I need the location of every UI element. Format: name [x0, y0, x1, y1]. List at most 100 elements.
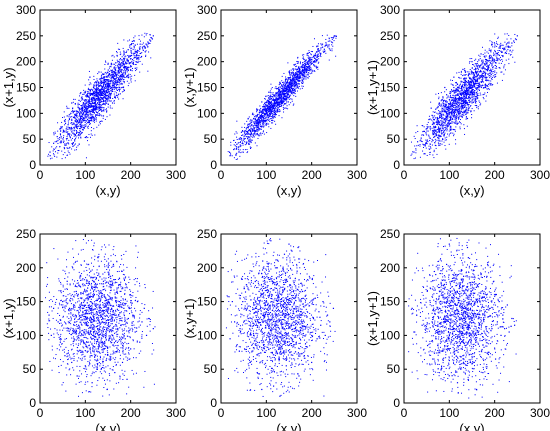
scatter-point — [260, 110, 262, 112]
scatter-point — [430, 119, 432, 121]
scatter-point — [455, 89, 457, 91]
scatter-point — [246, 120, 248, 122]
scatter-point — [94, 108, 96, 110]
scatter-point — [279, 92, 281, 94]
scatter-point — [299, 63, 301, 65]
scatter-point — [88, 101, 90, 103]
scatter-point — [277, 101, 279, 103]
scatter-point — [461, 102, 463, 104]
scatter-point — [279, 82, 281, 84]
scatter-point — [102, 89, 104, 91]
scatter-point — [444, 124, 446, 126]
scatter-point — [256, 128, 258, 130]
scatter-point — [79, 111, 81, 113]
scatter-point — [262, 130, 264, 132]
scatter-point — [269, 90, 271, 92]
scatter-point — [99, 78, 101, 80]
scatter-point — [472, 78, 474, 80]
scatter-point — [63, 140, 65, 142]
scatter-point — [481, 71, 483, 73]
scatter-point — [312, 45, 314, 47]
scatter-point — [115, 92, 117, 94]
scatter-point — [249, 146, 251, 148]
scatter-point — [309, 66, 311, 68]
scatter-point — [439, 114, 441, 116]
scatter-point — [85, 113, 87, 115]
scatter-point — [489, 56, 491, 59]
scatter-point — [111, 74, 113, 76]
scatter-point — [278, 103, 280, 105]
scatter-point — [437, 137, 439, 139]
scatter-point — [304, 69, 306, 71]
scatter-point — [133, 39, 135, 41]
scatter-point — [71, 124, 73, 126]
scatter-point — [447, 118, 449, 120]
scatter-point — [307, 62, 309, 64]
scatter-point — [75, 121, 77, 123]
scatter-point — [308, 59, 310, 61]
scatter-point — [99, 95, 101, 97]
scatter-point — [115, 87, 117, 89]
scatter-point — [86, 99, 88, 101]
scatter-point — [283, 100, 285, 102]
scatter-point — [491, 60, 493, 62]
scatter-point — [246, 132, 248, 134]
scatter-point — [303, 58, 305, 60]
scatter-point — [285, 86, 287, 88]
scatter-point — [92, 116, 94, 118]
scatter-point — [310, 57, 312, 59]
scatter-point — [236, 120, 238, 122]
scatter-point — [314, 61, 316, 63]
scatter-point — [301, 64, 303, 66]
scatter-point — [267, 118, 269, 120]
scatter-point — [133, 55, 135, 57]
scatter-point — [81, 125, 83, 127]
scatter-point — [93, 121, 95, 123]
scatter-point — [62, 138, 64, 140]
scatter-point — [468, 97, 470, 99]
scatter-point — [464, 95, 466, 97]
scatter-point — [422, 146, 424, 148]
scatter-point — [108, 94, 110, 96]
scatter-point — [311, 59, 313, 61]
scatter-point — [490, 80, 492, 82]
scatter-point — [283, 111, 285, 113]
scatter-point — [279, 93, 281, 95]
scatter-point — [83, 94, 85, 96]
scatter-point — [127, 75, 129, 77]
scatter-point — [75, 120, 77, 122]
scatter-point — [90, 88, 92, 90]
scatter-point — [314, 52, 316, 54]
scatter-point — [141, 34, 143, 36]
scatter-point — [307, 77, 309, 79]
scatter-point — [90, 109, 92, 111]
scatter-point — [264, 107, 266, 109]
scatter-point — [263, 118, 265, 120]
scatter-point — [259, 128, 261, 130]
scatter-point — [242, 134, 244, 136]
scatter-point — [295, 80, 297, 82]
scatter-point — [299, 77, 301, 79]
scatter-point — [274, 104, 276, 106]
scatter-point — [107, 95, 109, 97]
scatter-point — [261, 114, 263, 116]
scatter-point — [102, 98, 104, 100]
scatter-point — [65, 122, 67, 124]
scatter-point — [297, 71, 299, 73]
scatter-point — [107, 69, 109, 71]
scatter-point — [301, 69, 303, 71]
scatter-point — [289, 91, 291, 93]
scatter-point — [114, 96, 116, 98]
scatter-point — [429, 140, 431, 142]
scatter-point — [426, 134, 428, 136]
scatter-point — [83, 124, 85, 126]
scatter-point — [276, 110, 278, 112]
scatter-point — [82, 102, 84, 104]
scatter-point — [473, 68, 475, 70]
scatter-point — [111, 107, 113, 109]
scatter-point — [63, 130, 65, 132]
scatter-point — [474, 90, 476, 92]
scatter-point — [453, 109, 455, 111]
scatter-point — [481, 59, 483, 61]
scatter-point — [434, 117, 436, 119]
